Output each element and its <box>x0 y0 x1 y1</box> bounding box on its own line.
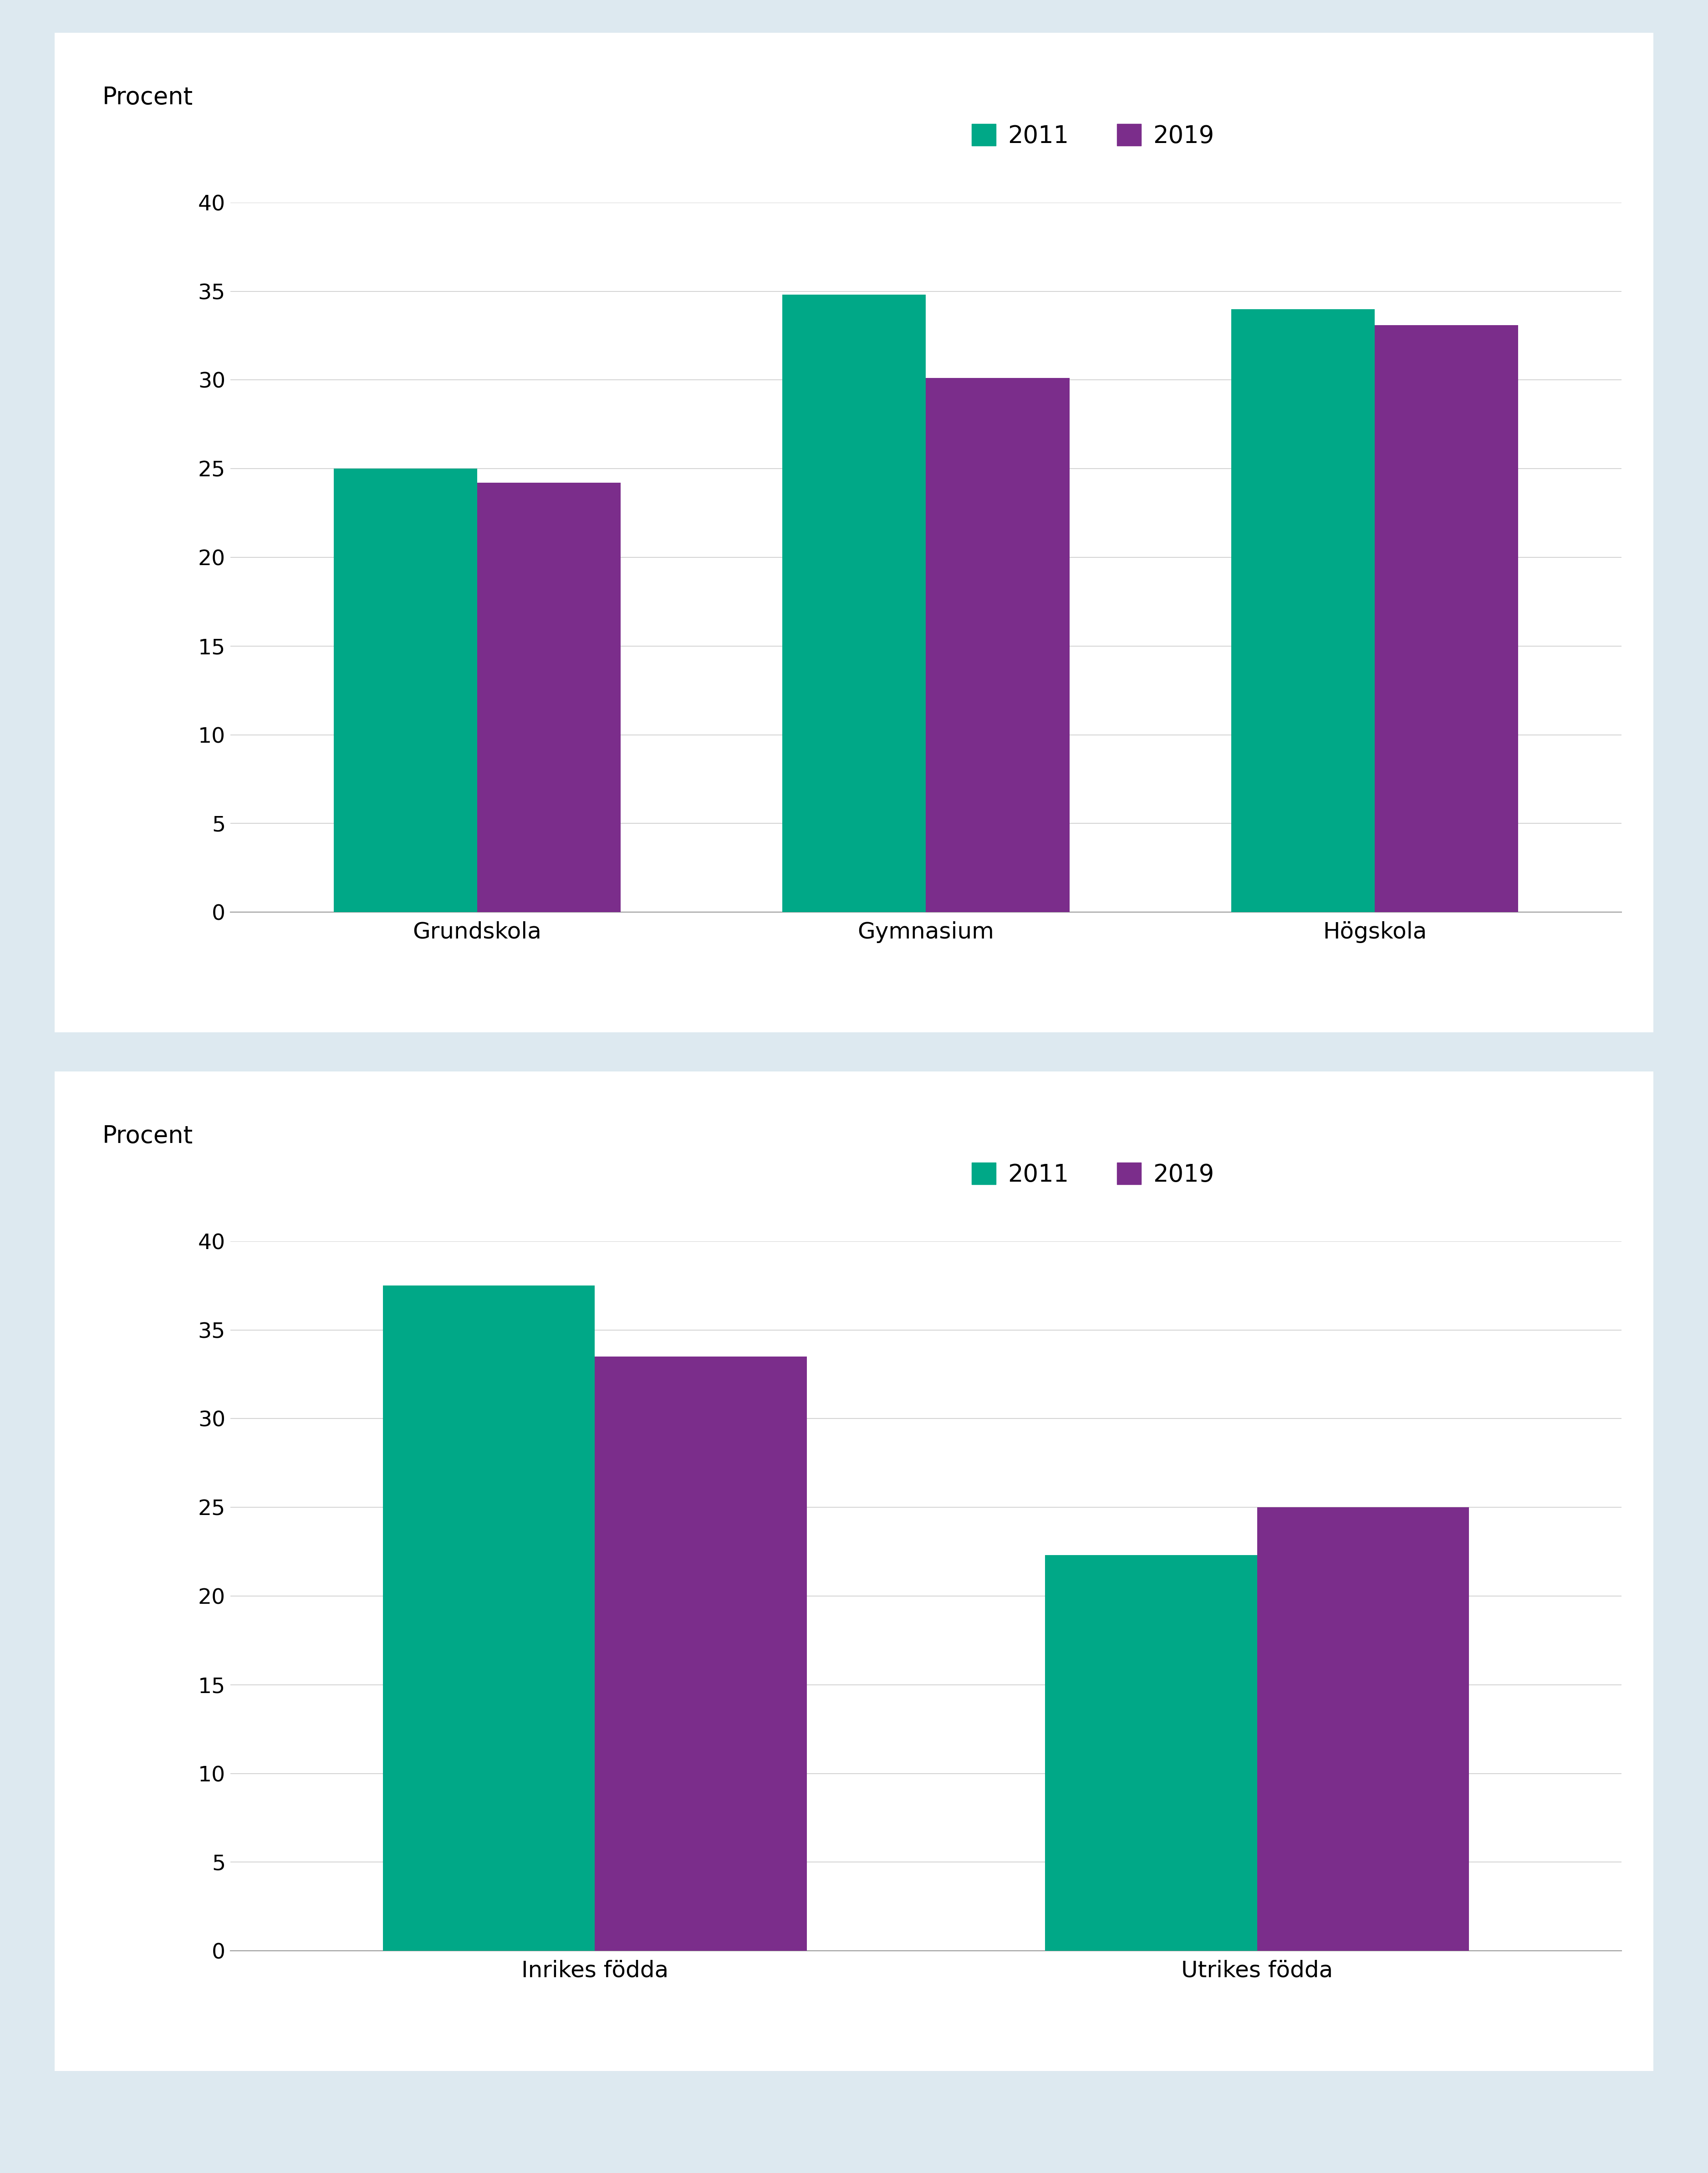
Bar <box>1257 1508 1469 1951</box>
Bar <box>477 482 620 913</box>
Bar <box>782 296 926 913</box>
Legend: 2011, 2019: 2011, 2019 <box>972 1163 1214 1186</box>
Text: Procent: Procent <box>102 1123 193 1147</box>
Bar <box>1045 1556 1257 1951</box>
Text: Procent: Procent <box>102 85 193 109</box>
Bar <box>926 378 1069 913</box>
Bar <box>594 1356 806 1951</box>
Bar <box>1375 326 1518 913</box>
Bar <box>383 1286 594 1951</box>
Legend: 2011, 2019: 2011, 2019 <box>972 124 1214 148</box>
Bar <box>333 469 477 913</box>
Bar <box>1231 309 1375 913</box>
